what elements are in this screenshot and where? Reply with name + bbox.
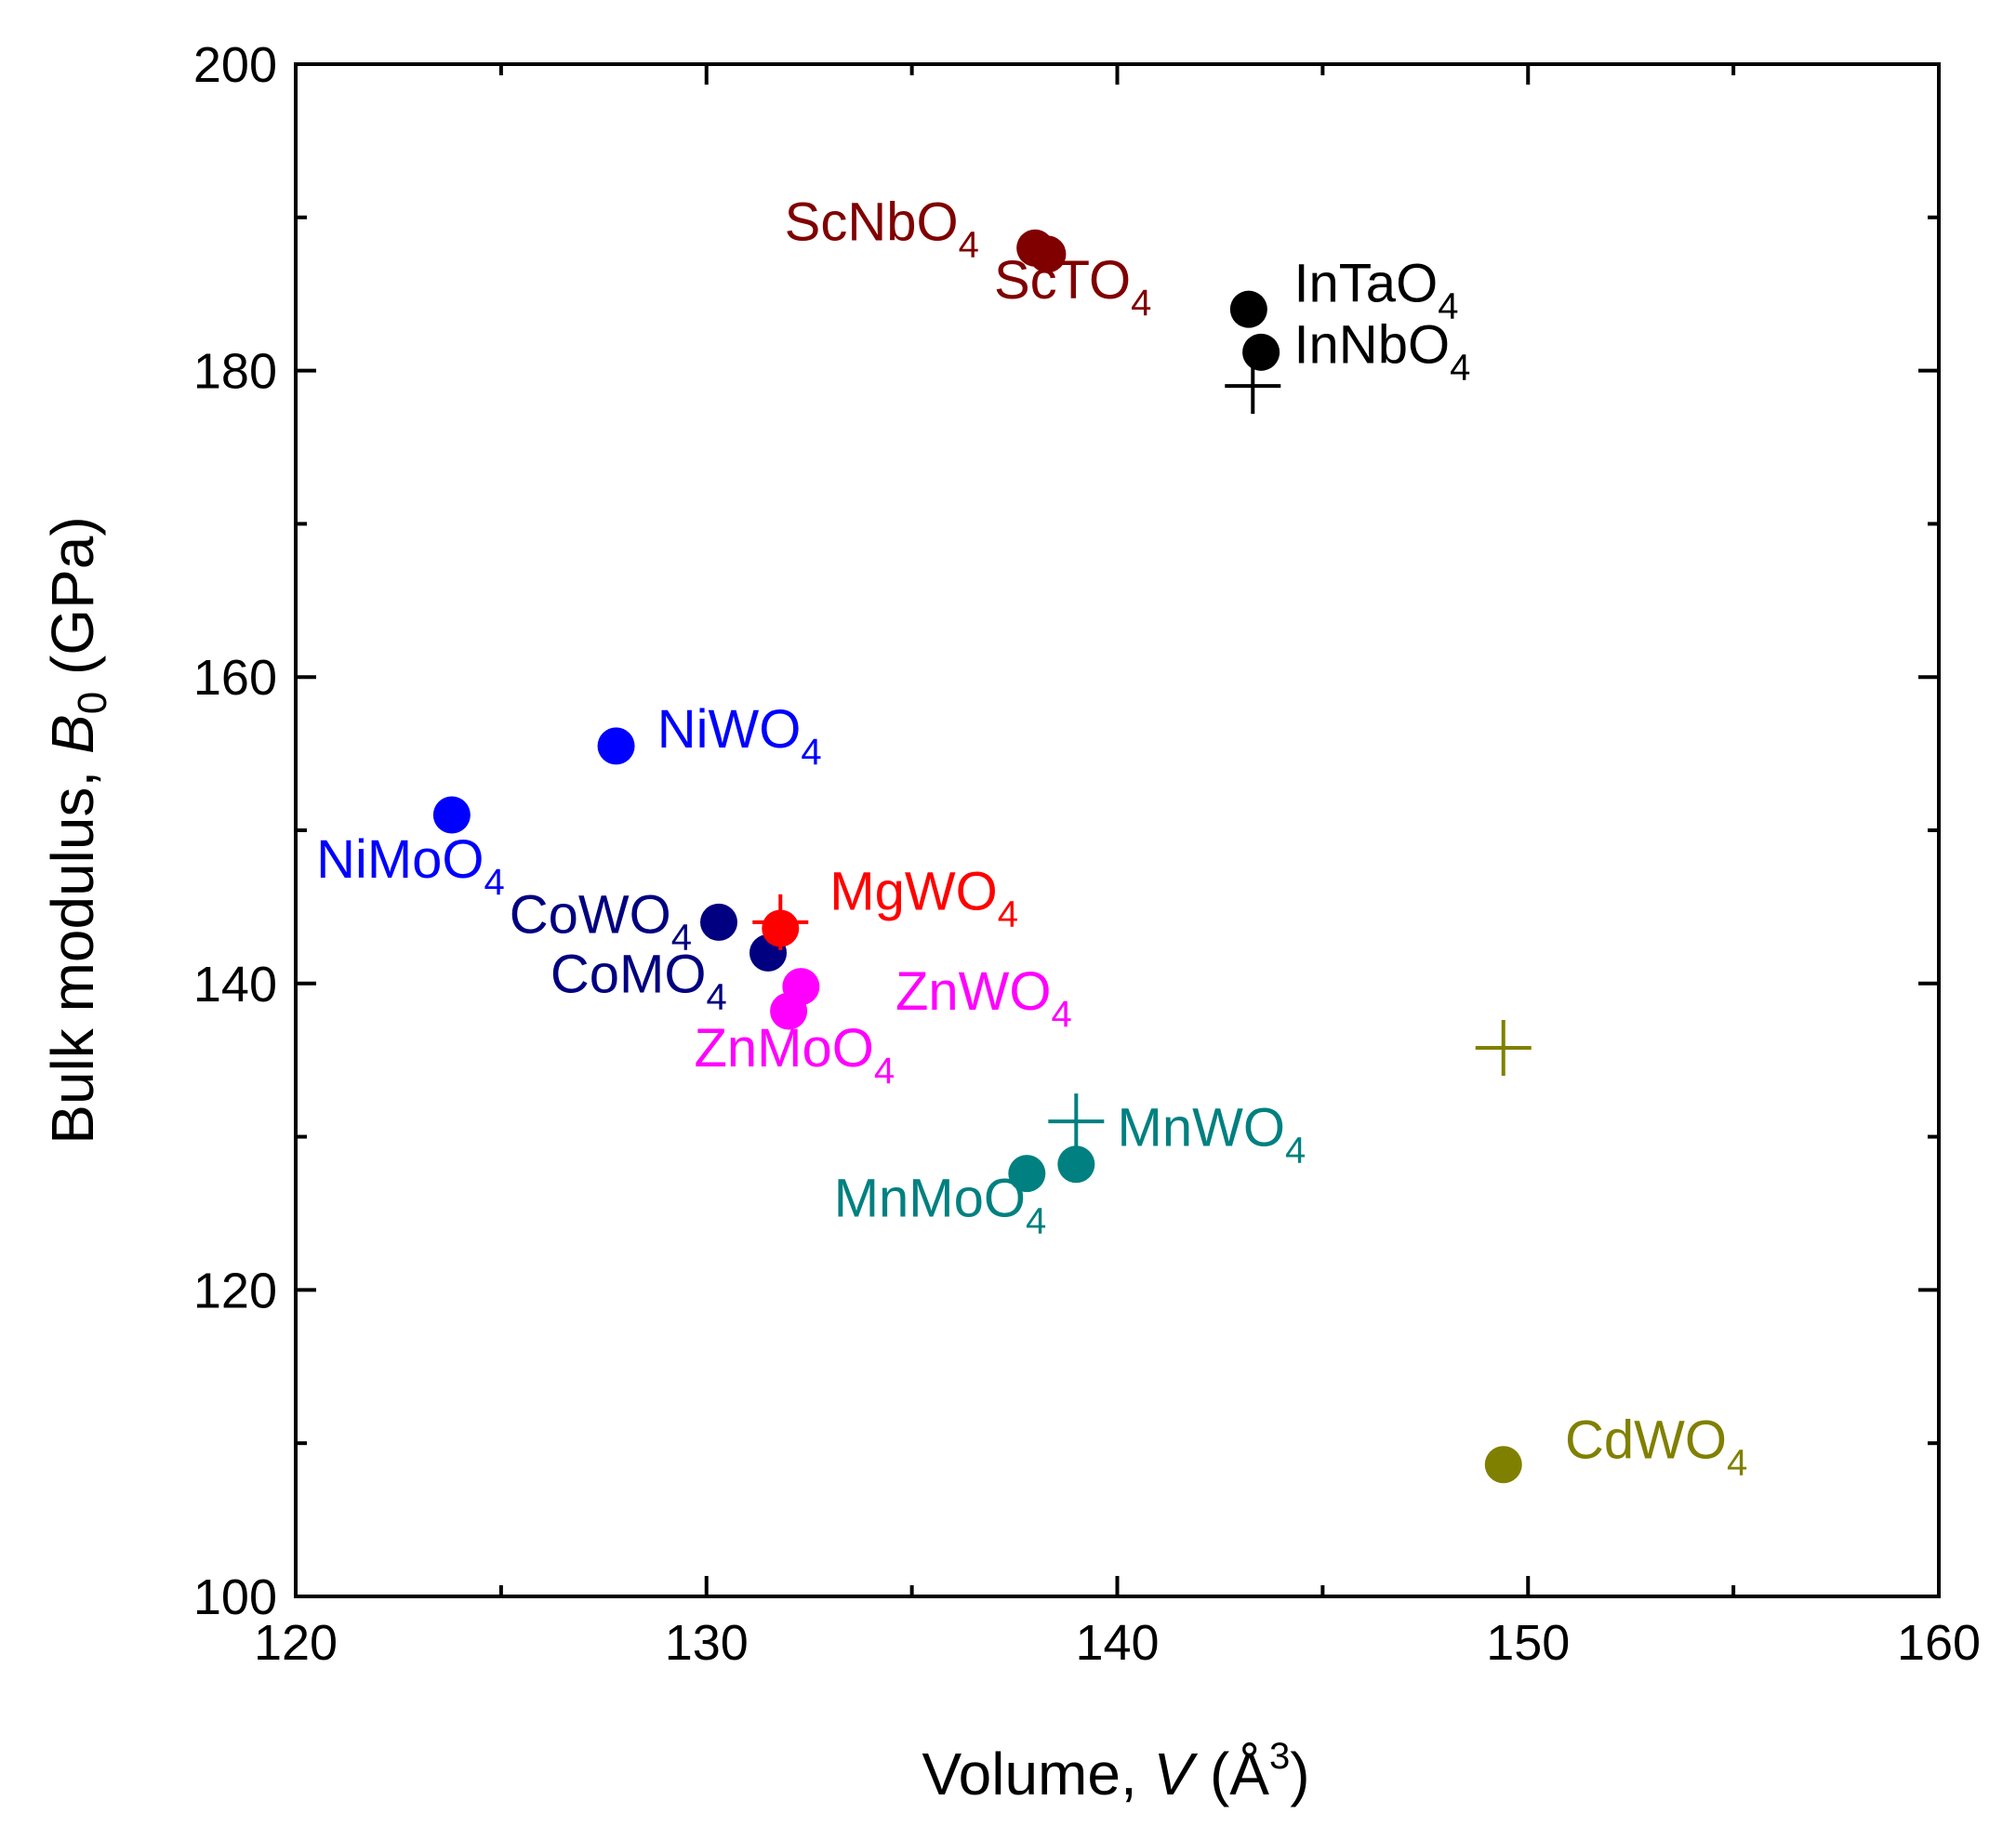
label-MgWO4: MgWO4 — [829, 862, 1018, 935]
point-ZnMoO4 — [770, 992, 808, 1030]
label-NiWO4: NiWO4 — [657, 699, 822, 773]
point-NiWO4 — [597, 727, 635, 765]
data-markers — [432, 229, 1532, 1484]
y-tick-label: 120 — [193, 1263, 277, 1318]
x-tick-label: 160 — [1897, 1615, 1981, 1671]
label-CoWO4: CoWO4 — [510, 884, 692, 958]
label-CoMO4: CoMO4 — [550, 945, 727, 1018]
point-MnWO4 — [1057, 1145, 1095, 1184]
y-tick-label: 140 — [193, 957, 277, 1013]
point-CdWO4 — [1484, 1446, 1522, 1484]
plus-point-MnWO4 — [1048, 1093, 1105, 1150]
plus-point-InNbO4 — [1225, 358, 1281, 415]
x-tick-label: 130 — [665, 1615, 749, 1671]
point-InTaO4 — [1229, 290, 1267, 328]
point-MnMoO4 — [1008, 1155, 1046, 1193]
label-ScTO4: ScTO4 — [994, 250, 1151, 324]
x-axis-title: Volume, V (Å3) — [922, 1736, 1309, 1807]
label-NiMoO4: NiMoO4 — [316, 829, 505, 903]
y-tick-label: 100 — [193, 1569, 277, 1625]
x-tick-label: 120 — [254, 1615, 338, 1671]
label-CdWO4: CdWO4 — [1565, 1410, 1747, 1484]
y-axis-title: Bulk modulus, B0 (GPa) — [39, 516, 115, 1144]
y-tick-label: 180 — [193, 344, 277, 400]
label-ZnMoO4: ZnMoO4 — [694, 1018, 895, 1092]
x-tick-label: 150 — [1486, 1615, 1570, 1671]
label-MnWO4: MnWO4 — [1118, 1097, 1306, 1171]
label-InNbO4: InNbO4 — [1293, 314, 1470, 388]
axis-ticks — [294, 62, 1941, 1598]
y-tick-label: 160 — [193, 650, 277, 706]
point-ScTO4 — [1028, 235, 1067, 273]
label-MnMoO4: MnMoO4 — [834, 1168, 1047, 1241]
label-InTaO4: InTaO4 — [1293, 253, 1458, 326]
label-ZnWO4: ZnWO4 — [895, 961, 1072, 1035]
label-ScNbO4: ScNbO4 — [785, 192, 979, 266]
y-tick-label: 200 — [193, 37, 277, 93]
plus-point-CdWO4 — [1475, 1020, 1532, 1077]
point-CoWO4 — [700, 903, 738, 941]
point-NiMoO4 — [432, 796, 471, 834]
point-InNbO4 — [1242, 333, 1280, 371]
plus-point-MgWO4 — [752, 894, 809, 950]
x-tick-label: 140 — [1075, 1615, 1159, 1671]
